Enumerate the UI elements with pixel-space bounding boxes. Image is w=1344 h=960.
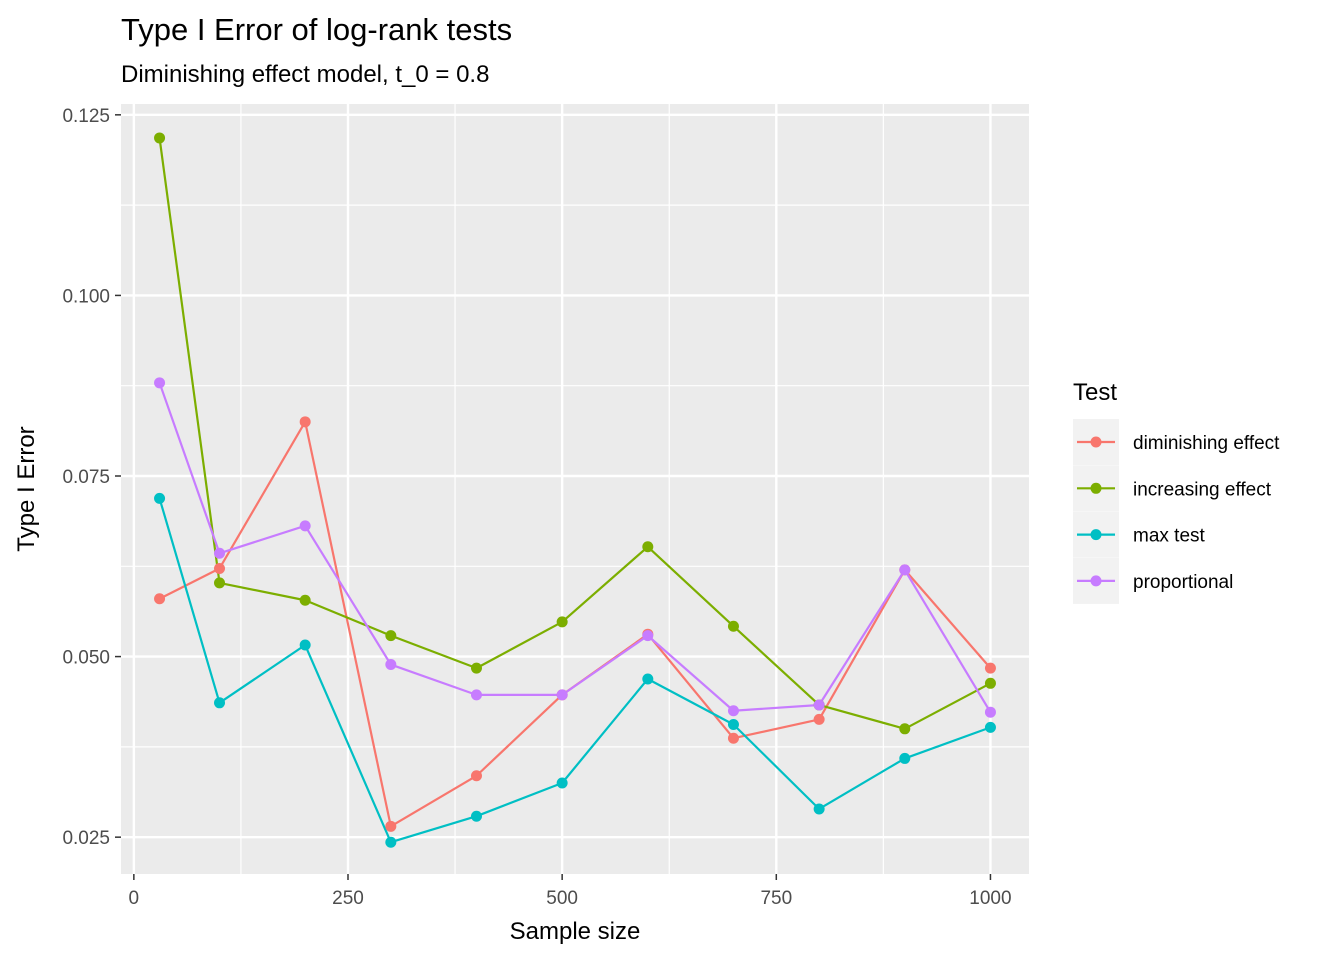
y-axis: 0.025 0.050 0.075 0.100 0.125 bbox=[62, 106, 121, 849]
chart-title: Type I Error of log-rank tests bbox=[121, 12, 512, 47]
legend: Test diminishing effect increasing effect… bbox=[1073, 379, 1323, 604]
data-point-max-test bbox=[385, 836, 397, 848]
data-point-increasing-effect bbox=[556, 616, 568, 628]
x-axis-title: Sample size bbox=[510, 918, 641, 945]
data-point-max-test bbox=[556, 777, 568, 789]
data-point-max-test bbox=[299, 639, 311, 651]
data-point-increasing-effect bbox=[385, 630, 397, 642]
data-point-proportional bbox=[214, 547, 226, 559]
legend-key-point-diminishing-effect bbox=[1090, 436, 1102, 448]
data-point-proportional bbox=[727, 705, 739, 717]
data-point-diminishing-effect bbox=[727, 732, 739, 744]
data-point-max-test bbox=[984, 721, 996, 733]
data-point-increasing-effect bbox=[299, 594, 311, 606]
data-point-max-test bbox=[813, 803, 825, 815]
data-point-increasing-effect bbox=[214, 577, 226, 589]
data-point-max-test bbox=[154, 492, 166, 504]
data-point-max-test bbox=[727, 718, 739, 730]
data-point-proportional bbox=[899, 564, 911, 576]
data-point-diminishing-effect bbox=[385, 820, 397, 832]
data-point-increasing-effect bbox=[154, 132, 166, 144]
minor-gridlines bbox=[121, 104, 1029, 874]
legend-label-diminishing-effect: diminishing effect bbox=[1133, 433, 1280, 454]
y-tick-label: 0.050 bbox=[62, 648, 110, 669]
data-point-proportional bbox=[385, 659, 397, 671]
x-tick-label: 750 bbox=[760, 888, 792, 909]
x-tick-label: 250 bbox=[332, 888, 364, 909]
y-axis-title: Type I Error bbox=[13, 426, 40, 551]
data-point-proportional bbox=[470, 689, 482, 701]
data-point-max-test bbox=[470, 810, 482, 822]
data-point-proportional bbox=[984, 706, 996, 718]
data-point-proportional bbox=[154, 377, 166, 389]
data-point-proportional bbox=[642, 630, 654, 642]
data-point-diminishing-effect bbox=[299, 416, 311, 428]
y-tick-label: 0.025 bbox=[62, 828, 110, 849]
data-point-max-test bbox=[899, 752, 911, 764]
x-tick-label: 500 bbox=[546, 888, 578, 909]
data-point-diminishing-effect bbox=[214, 562, 226, 574]
plot-panel bbox=[121, 104, 1029, 874]
y-tick-label: 0.100 bbox=[62, 286, 110, 307]
data-point-proportional bbox=[556, 689, 568, 701]
legend-key-point-max-test bbox=[1090, 529, 1102, 541]
data-point-proportional bbox=[299, 520, 311, 532]
legend-key-point-proportional bbox=[1090, 575, 1102, 587]
data-point-max-test bbox=[214, 697, 226, 709]
data-point-increasing-effect bbox=[727, 620, 739, 632]
x-tick-label: 1000 bbox=[969, 888, 1011, 909]
legend-label-max-test: max test bbox=[1133, 526, 1206, 547]
data-point-max-test bbox=[642, 673, 654, 685]
legend-title: Test bbox=[1073, 379, 1117, 406]
data-point-diminishing-effect bbox=[984, 662, 996, 674]
series-points bbox=[154, 132, 996, 848]
data-point-proportional bbox=[813, 699, 825, 711]
y-tick-label: 0.075 bbox=[62, 467, 110, 488]
data-point-diminishing-effect bbox=[470, 770, 482, 782]
data-point-increasing-effect bbox=[470, 662, 482, 674]
data-point-increasing-effect bbox=[899, 723, 911, 735]
data-point-diminishing-effect bbox=[813, 713, 825, 725]
data-point-diminishing-effect bbox=[154, 593, 166, 605]
legend-label-increasing-effect: increasing effect bbox=[1133, 479, 1272, 500]
legend-key-point-increasing-effect bbox=[1090, 482, 1102, 494]
legend-label-proportional: proportional bbox=[1133, 572, 1233, 593]
data-point-increasing-effect bbox=[642, 541, 654, 553]
x-axis: 0 250 500 750 1000 bbox=[129, 874, 1012, 909]
data-point-increasing-effect bbox=[984, 677, 996, 689]
x-tick-label: 0 bbox=[129, 888, 140, 909]
chart-subtitle: Diminishing effect model, t_0 = 0.8 bbox=[121, 61, 489, 88]
y-tick-label: 0.125 bbox=[62, 106, 110, 127]
